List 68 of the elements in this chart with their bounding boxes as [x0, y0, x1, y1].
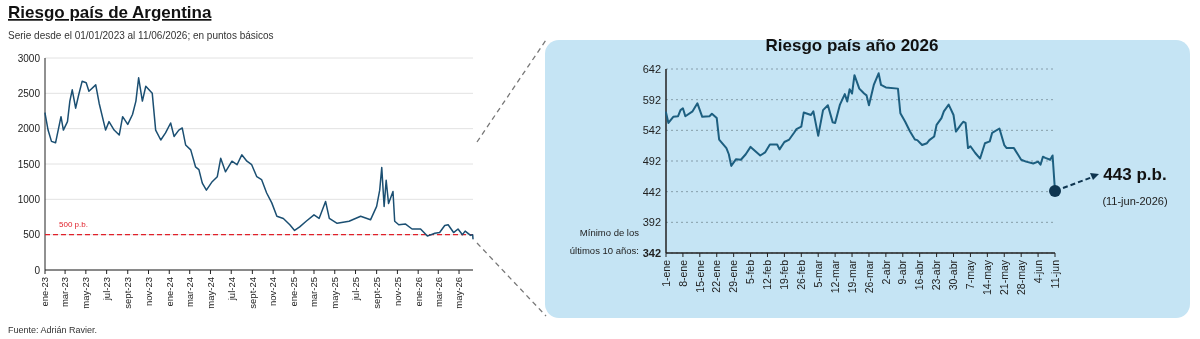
x-tick-label: mar-25 — [308, 277, 320, 308]
x-tick-label: sept-24 — [246, 277, 258, 309]
y-tick-label: 1000 — [17, 193, 41, 205]
x-tick-label: 5-feb — [744, 259, 757, 284]
x-tick-label: jul-24 — [225, 277, 237, 302]
x-tick-label: 16-abr — [913, 259, 926, 291]
y-tick-label: 542 — [642, 124, 661, 137]
x-tick-label: mar-23 — [59, 277, 71, 308]
x-tick-label: 12-mar — [828, 259, 841, 294]
x-tick-label: may-24 — [204, 277, 216, 309]
y-tick-label: 392 — [642, 216, 661, 229]
x-tick-label: jul-25 — [349, 277, 361, 302]
annotation: 443 p.b. — [1103, 165, 1167, 185]
x-tick-label: nov-24 — [267, 277, 279, 307]
x-tick-label: 22-ene — [710, 259, 723, 293]
y-tick-label: 442 — [642, 185, 661, 198]
y-tick-label: 592 — [642, 93, 661, 106]
text: (11-jun-2026) — [1102, 195, 1168, 208]
x-tick-label: may-25 — [329, 277, 341, 309]
y-tick-label: 492 — [642, 154, 661, 167]
x-tick-label: 30-abr — [947, 259, 960, 291]
x-tick-label: 5-mar — [811, 259, 824, 288]
x-tick-label: ene-25 — [288, 277, 300, 307]
x-tick-label: 15-ene — [693, 259, 706, 293]
y-tick-label: 2500 — [17, 87, 41, 99]
y-tick-label: 0 — [34, 264, 41, 276]
x-tick-label: 12-feb — [761, 259, 774, 290]
x-tick-label: 7-may — [964, 259, 977, 290]
x-tick-label: 29-ene — [727, 259, 740, 293]
x-tick-label: nov-25 — [391, 277, 403, 307]
x-tick-label: nov-23 — [142, 277, 154, 307]
x-tick-label: ene-26 — [412, 277, 424, 307]
x-tick-label: 14-may — [981, 259, 994, 296]
x-tick-label: 26-mar — [862, 259, 875, 294]
chart-title: Riesgo país año 2026 — [765, 36, 939, 55]
x-tick-label: ene-23 — [39, 277, 51, 307]
x-tick-label: 8-ene — [676, 259, 689, 287]
x-tick-label: may-26 — [453, 277, 465, 309]
text: Mínimo de los últimos 10 años: — [569, 227, 640, 257]
line-series — [44, 77, 474, 240]
x-tick-label: 26-feb — [794, 259, 807, 290]
x-tick-label: 21-may — [997, 259, 1010, 296]
y-tick-label: 1500 — [17, 158, 41, 170]
x-tick-label: 1-ene — [659, 259, 672, 287]
x-tick-label: 4-jun — [1031, 259, 1044, 284]
x-tick-label: mar-24 — [184, 277, 196, 308]
x-tick-label: 11-jun — [1048, 259, 1061, 289]
x-tick-label: sept-23 — [122, 277, 134, 309]
x-tick-label: may-23 — [80, 277, 92, 309]
source-note: Fuente: Adrián Ravier. — [8, 325, 98, 335]
x-tick-label: 23-abr — [930, 259, 943, 291]
x-tick-label: mar-26 — [432, 277, 444, 308]
ref-line-label: 500 p.b. — [59, 219, 88, 229]
x-tick-label: ene-24 — [163, 277, 175, 307]
x-tick-label: 28-may — [1014, 259, 1027, 296]
x-tick-label: sept-25 — [370, 277, 382, 309]
y-tick-label: 642 — [642, 62, 661, 75]
y-tick-label: 2000 — [17, 123, 41, 135]
chart-title: Riesgo país de Argentina — [8, 3, 212, 22]
y-tick-label: 500 — [23, 229, 41, 241]
y-tick-label: 3000 — [17, 52, 41, 64]
x-tick-label: 2-abr — [879, 259, 892, 285]
x-tick-label: 19-feb — [778, 259, 791, 290]
y-tick-label: 342 — [642, 246, 661, 259]
x-tick-label: jul-23 — [100, 277, 112, 302]
x-tick-label: 9-abr — [896, 259, 909, 285]
x-tick-label: 19-mar — [845, 259, 858, 294]
chart-subtitle: Serie desde el 01/01/2023 al 11/06/2026; en puntos básicos — [8, 30, 274, 41]
